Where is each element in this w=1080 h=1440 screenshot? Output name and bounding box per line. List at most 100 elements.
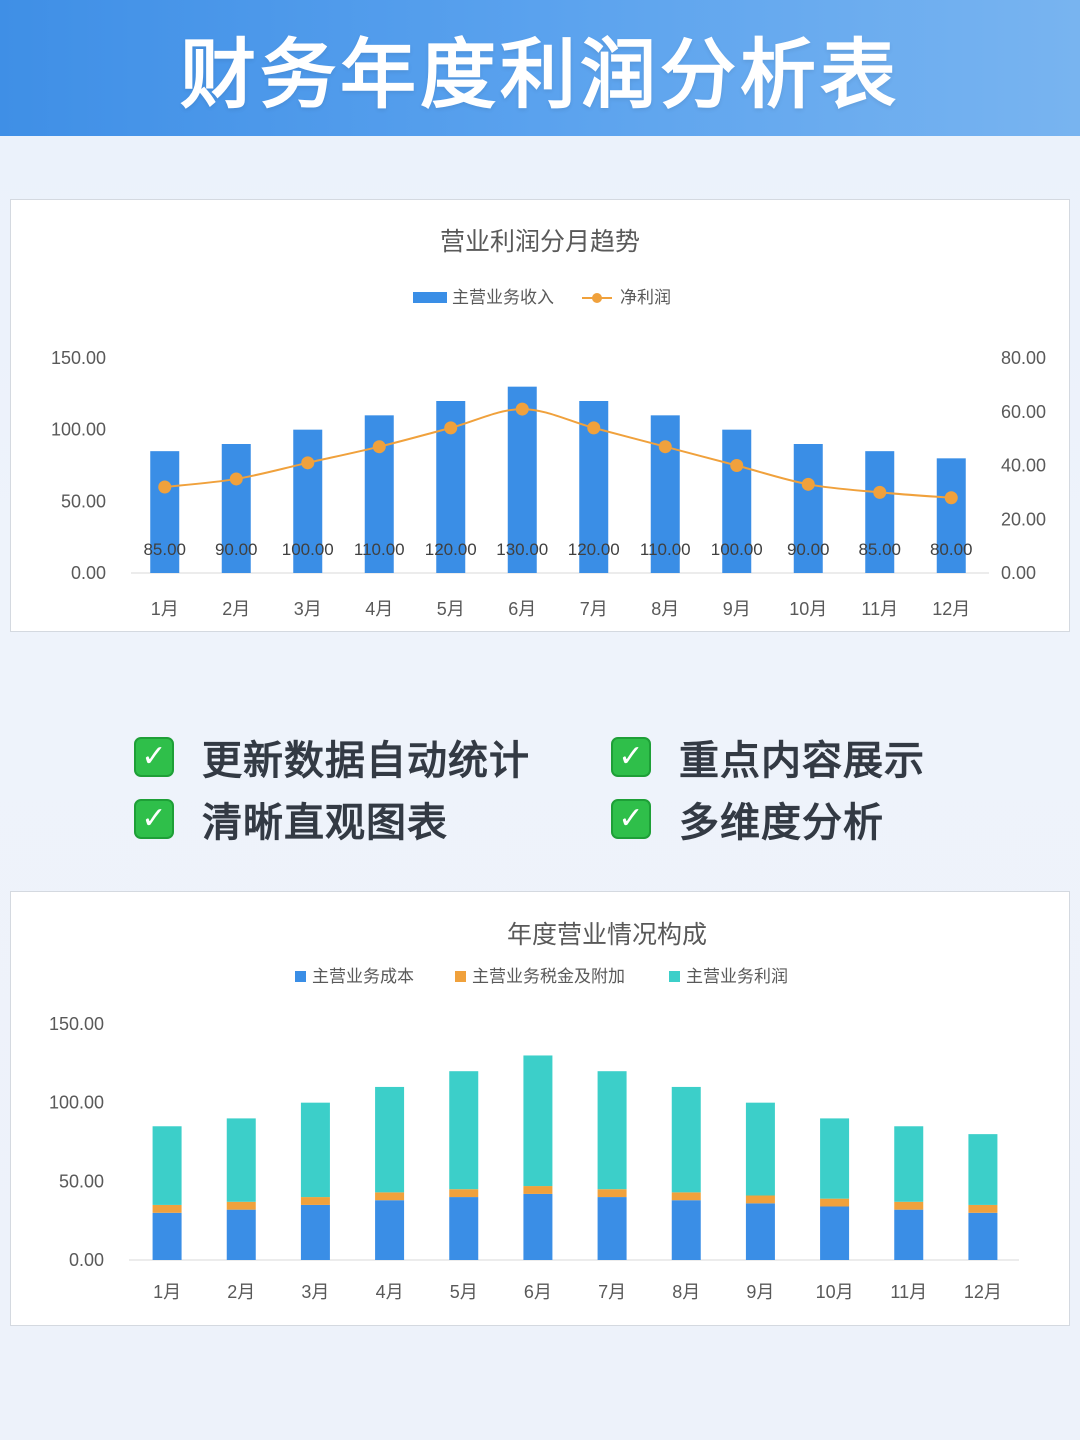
x-axis-tick: 9月 (723, 599, 751, 619)
bar-segment-tax (597, 1189, 627, 1198)
bar-segment-profit (226, 1118, 256, 1202)
point-net-profit (944, 491, 958, 505)
point-net-profit (372, 440, 386, 454)
bar-segment-cost (300, 1204, 330, 1260)
point-net-profit (873, 485, 887, 499)
legend-label-revenue: 主营业务收入 (452, 288, 554, 308)
bar-data-label: 90.00 (787, 540, 830, 559)
bar-revenue (221, 444, 251, 573)
profit-trend-chart-card: 营业利润分月趋势主营业务收入 净利润 0.00 50.00 100.00 150.00 0.… (10, 199, 1070, 632)
bar-segment-profit (968, 1134, 998, 1205)
bar-data-label: 110.00 (354, 540, 405, 559)
bar-segment-profit (745, 1102, 775, 1196)
x-axis-tick: 10月 (789, 599, 827, 619)
x-axis-tick: 1月 (153, 1282, 181, 1302)
bar-segment-cost (894, 1209, 924, 1260)
y-axis-tick: 100.00 (49, 1093, 104, 1113)
bar-segment-cost (226, 1209, 256, 1260)
bar-data-label: 110.00 (640, 540, 691, 559)
bar-segment-cost (968, 1212, 998, 1260)
bar-data-label: 120.00 (425, 540, 477, 559)
y-axis-tick: 50.00 (59, 1171, 104, 1191)
bar-revenue (722, 429, 752, 573)
point-net-profit (229, 472, 243, 486)
x-axis-tick: 2月 (222, 599, 250, 619)
bar-segment-cost (449, 1197, 479, 1260)
y-axis-right-tick: 60.00 (1001, 402, 1046, 422)
y-axis-left-tick: 150.00 (51, 348, 106, 368)
x-axis-tick: 5月 (450, 1282, 478, 1302)
x-axis-tick: 3月 (294, 599, 322, 619)
check-icon: ✓ (611, 737, 651, 777)
bar-segment-tax (820, 1198, 850, 1207)
bar-segment-tax (671, 1192, 701, 1201)
y-axis-left-tick: 50.00 (61, 491, 106, 511)
feature-item-multi-dimension: ✓ 多维度分析 (611, 790, 884, 848)
bar-segment-cost (523, 1193, 553, 1260)
bar-data-label: 90.00 (215, 540, 258, 559)
bar-segment-cost (152, 1212, 182, 1260)
x-axis-tick: 12月 (932, 599, 970, 619)
point-net-profit (801, 477, 815, 491)
x-axis-tick: 5月 (437, 599, 465, 619)
bar-segment-profit (449, 1071, 479, 1190)
bar-segment-cost (745, 1203, 775, 1260)
point-net-profit (730, 459, 744, 472)
bar-segment-profit (375, 1086, 405, 1193)
y-axis-tick: 150.00 (49, 1014, 104, 1034)
y-axis-right-tick: 40.00 (1001, 456, 1046, 476)
y-axis-right-tick: 20.00 (1001, 509, 1046, 529)
bar-revenue (936, 458, 966, 573)
bar-segment-tax (449, 1189, 479, 1198)
bar-revenue (150, 451, 180, 573)
bar-segment-tax (523, 1186, 553, 1194)
composition-chart-card: 年度营业情况构成 主营业务成本 主营业务税金及附加 主营业务利润 0.00 50.00 10… (10, 891, 1070, 1326)
bar-data-label: 120.00 (568, 540, 620, 559)
point-net-profit (158, 480, 172, 494)
bar-segment-profit (820, 1118, 850, 1199)
x-axis-tick: 11月 (890, 1282, 927, 1302)
check-icon: ✓ (134, 799, 174, 839)
x-axis-tick: 11月 (861, 599, 898, 619)
x-axis-tick: 8月 (672, 1282, 700, 1302)
bar-segment-tax (745, 1195, 775, 1204)
legend-swatch-segment-cost (295, 971, 306, 982)
check-icon: ✓ (611, 799, 651, 839)
feature-item-clear-charts: ✓ 清晰直观图表 (134, 790, 448, 848)
legend-swatch-revenue (413, 292, 447, 303)
bar-segment-profit (597, 1071, 627, 1190)
bar-segment-profit (894, 1126, 924, 1202)
feature-list: ✓ 更新数据自动统计 ✓ 重点内容展示 ✓ 清晰直观图表 ✓ 多维度分析 (0, 700, 1080, 860)
legend-label-net-profit: 净利润 (620, 288, 671, 308)
x-axis-tick: 8月 (651, 599, 679, 619)
feature-label: 多维度分析 (679, 800, 884, 846)
bar-data-label: 130.00 (496, 540, 548, 559)
point-net-profit (658, 440, 672, 454)
chart-title: 营业利润分月趋势 (440, 227, 640, 256)
x-axis-tick: 6月 (508, 599, 536, 619)
x-axis-tick: 6月 (524, 1282, 552, 1302)
bar-data-label: 100.00 (711, 540, 763, 559)
chart-title: 年度营业情况构成 (507, 920, 707, 949)
check-icon: ✓ (134, 737, 174, 777)
bar-segment-tax (894, 1201, 924, 1210)
x-axis-tick: 10月 (816, 1282, 854, 1302)
x-axis-tick: 4月 (365, 599, 393, 619)
y-axis-right-tick: 80.00 (1001, 348, 1046, 368)
bar-segment-tax (375, 1192, 405, 1201)
point-net-profit (301, 456, 315, 470)
bar-segment-profit (300, 1102, 330, 1198)
x-axis-tick: 9月 (746, 1282, 774, 1302)
bar-segment-profit (152, 1126, 182, 1205)
bar-data-label: 85.00 (858, 540, 901, 559)
y-axis-right-tick: 0.00 (1001, 563, 1036, 583)
bar-segment-profit (523, 1055, 553, 1187)
bar-segment-tax (300, 1197, 330, 1205)
y-axis-left-tick: 0.00 (71, 563, 106, 583)
bar-segment-cost (671, 1200, 701, 1260)
legend-marker-net-profit (592, 293, 602, 303)
bar-segment-cost (375, 1200, 405, 1260)
line-net-profit (164, 408, 952, 499)
